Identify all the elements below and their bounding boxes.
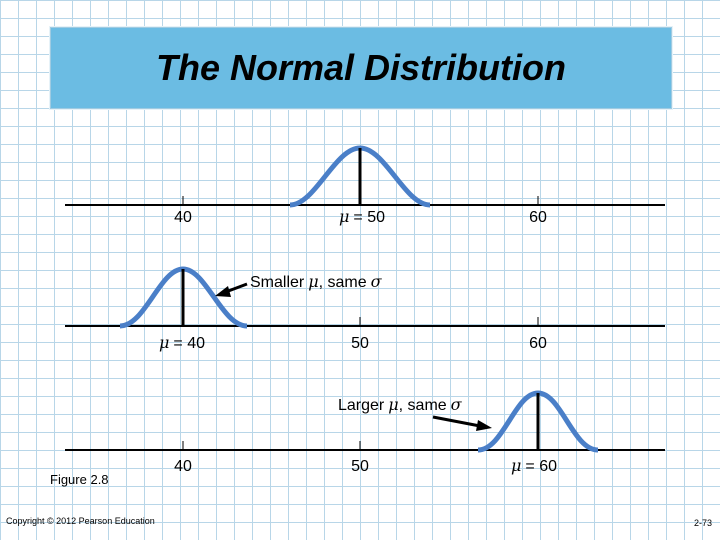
panel-2-mu-symbol: μ xyxy=(159,333,169,352)
panel-1-tick-label-mu: μ = 50 xyxy=(339,207,385,226)
panel-2-annotation: Smaller μ, same σ xyxy=(250,272,383,291)
panel-2-annotation-sigma: σ xyxy=(371,272,383,291)
panel-1-tick-label-40: 40 xyxy=(174,209,192,226)
panel-2-arrow-head xyxy=(215,286,231,297)
panel-3-tick-label-mu: μ = 60 xyxy=(511,456,557,475)
panel-2-tick-label-mu: μ = 40 xyxy=(159,333,205,352)
title-banner: The Normal Distribution xyxy=(50,27,672,109)
panel-1-mu-value: = 50 xyxy=(353,209,385,226)
figure-label: Figure 2.8 xyxy=(50,472,109,487)
panel-3-annotation: Larger μ, same σ xyxy=(338,395,463,414)
panel-3-mu-value: = 60 xyxy=(525,458,557,475)
panel-3: Larger μ, same σ 40 50 μ = 60 xyxy=(65,390,665,475)
panel-2-annotation-prefix: Smaller xyxy=(250,274,305,291)
slide-title: The Normal Distribution xyxy=(155,47,566,88)
panel-2-mu-value: = 40 xyxy=(173,335,205,352)
panel-3-annotation-sigma: σ xyxy=(451,395,463,414)
panel-1-tick-label-60: 60 xyxy=(529,209,547,226)
panel-2-tick-label-60: 60 xyxy=(529,335,547,352)
panel-3-annotation-mu: μ xyxy=(388,395,398,414)
copyright-text: Copyright © 2012 Pearson Education xyxy=(6,516,155,526)
panel-1: 40 μ = 50 60 xyxy=(65,145,665,226)
panel-3-tick-label-40: 40 xyxy=(174,458,192,475)
panel-3-mu-symbol: μ xyxy=(511,456,521,475)
panel-2-annotation-mid: , same xyxy=(319,274,367,291)
panel-2: Smaller μ, same σ μ = 40 50 60 xyxy=(65,266,665,352)
panel-2-annotation-mu: μ xyxy=(308,272,318,291)
panel-3-arrow-head xyxy=(476,420,492,431)
panel-3-tick-label-50: 50 xyxy=(351,458,369,475)
page-number: 2-73 xyxy=(693,518,712,528)
panel-3-annotation-prefix: Larger xyxy=(338,397,385,414)
panel-3-arrow-shaft xyxy=(432,415,481,428)
panel-1-mu-symbol: μ xyxy=(339,207,349,226)
panel-3-annotation-mid: , same xyxy=(399,397,447,414)
panel-2-tick-label-50: 50 xyxy=(351,335,369,352)
